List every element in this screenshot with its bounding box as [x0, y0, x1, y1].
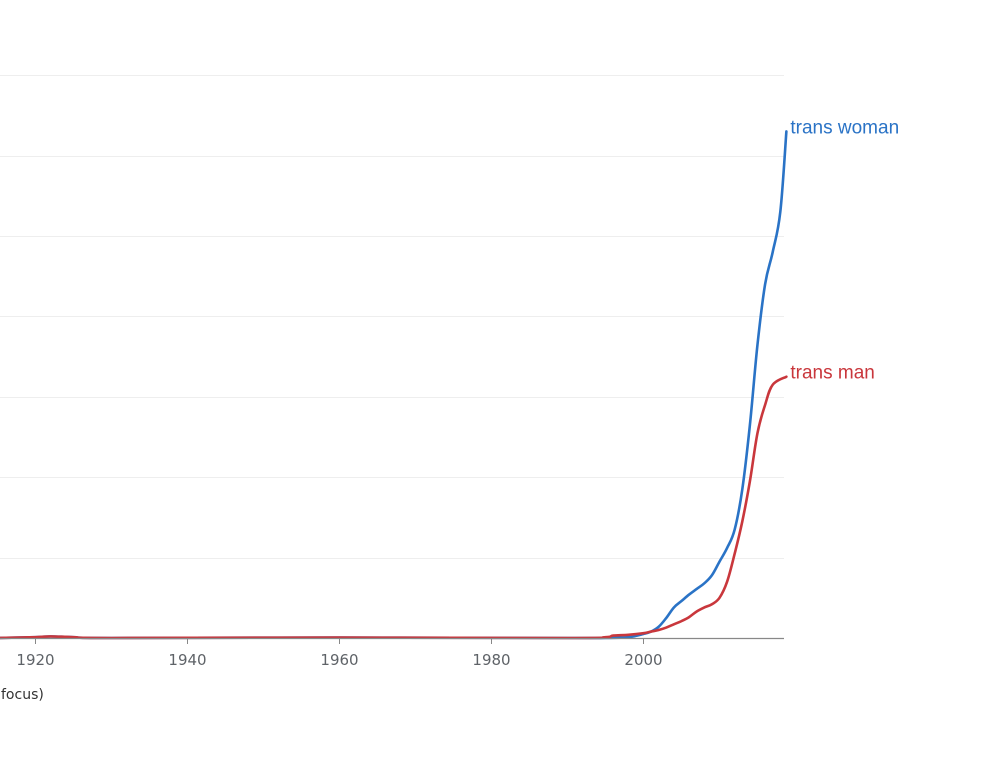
series-line-trans-man[interactable] — [0, 375, 788, 640]
series-labels: trans woman trans man — [790, 117, 899, 383]
footnote-text: focus) — [1, 687, 44, 703]
series-line-trans-woman[interactable] — [0, 130, 788, 640]
x-axis-ticks: 1920 1940 1960 1980 2000 — [16, 638, 663, 669]
series-label-trans-woman: trans woman — [790, 117, 899, 138]
x-tick-label: 1960 — [320, 651, 358, 669]
x-tick-label: 1940 — [168, 651, 206, 669]
series-label-trans-man: trans man — [790, 363, 874, 384]
x-tick-label: 1920 — [16, 651, 54, 669]
series-lines[interactable] — [0, 130, 788, 640]
x-tick-label: 1980 — [472, 651, 510, 669]
gridlines — [0, 75, 784, 559]
x-tick-label: 2000 — [624, 651, 662, 669]
